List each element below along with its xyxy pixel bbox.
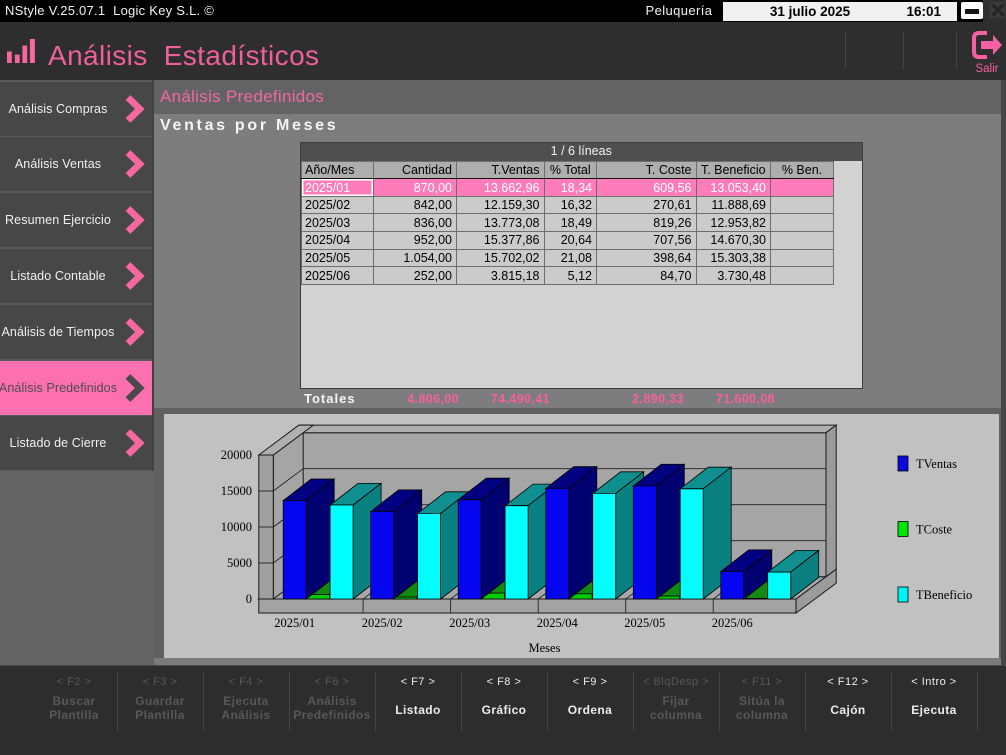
svg-text:TBeneficio: TBeneficio	[916, 588, 972, 602]
svg-text:2025/01: 2025/01	[274, 616, 315, 630]
svg-text:10000: 10000	[221, 520, 252, 534]
svg-text:2025/06: 2025/06	[712, 616, 753, 630]
svg-text:2025/05: 2025/05	[624, 616, 665, 630]
svg-text:2025/02: 2025/02	[362, 616, 403, 630]
svg-text:Meses: Meses	[529, 641, 561, 655]
svg-text:5000: 5000	[227, 556, 252, 570]
svg-text:TVentas: TVentas	[916, 457, 957, 471]
svg-text:0: 0	[246, 592, 252, 606]
svg-text:2025/04: 2025/04	[537, 616, 579, 630]
svg-text:20000: 20000	[221, 448, 252, 462]
svg-text:15000: 15000	[221, 484, 252, 498]
svg-text:TCoste: TCoste	[916, 523, 953, 537]
svg-text:2025/03: 2025/03	[449, 616, 490, 630]
